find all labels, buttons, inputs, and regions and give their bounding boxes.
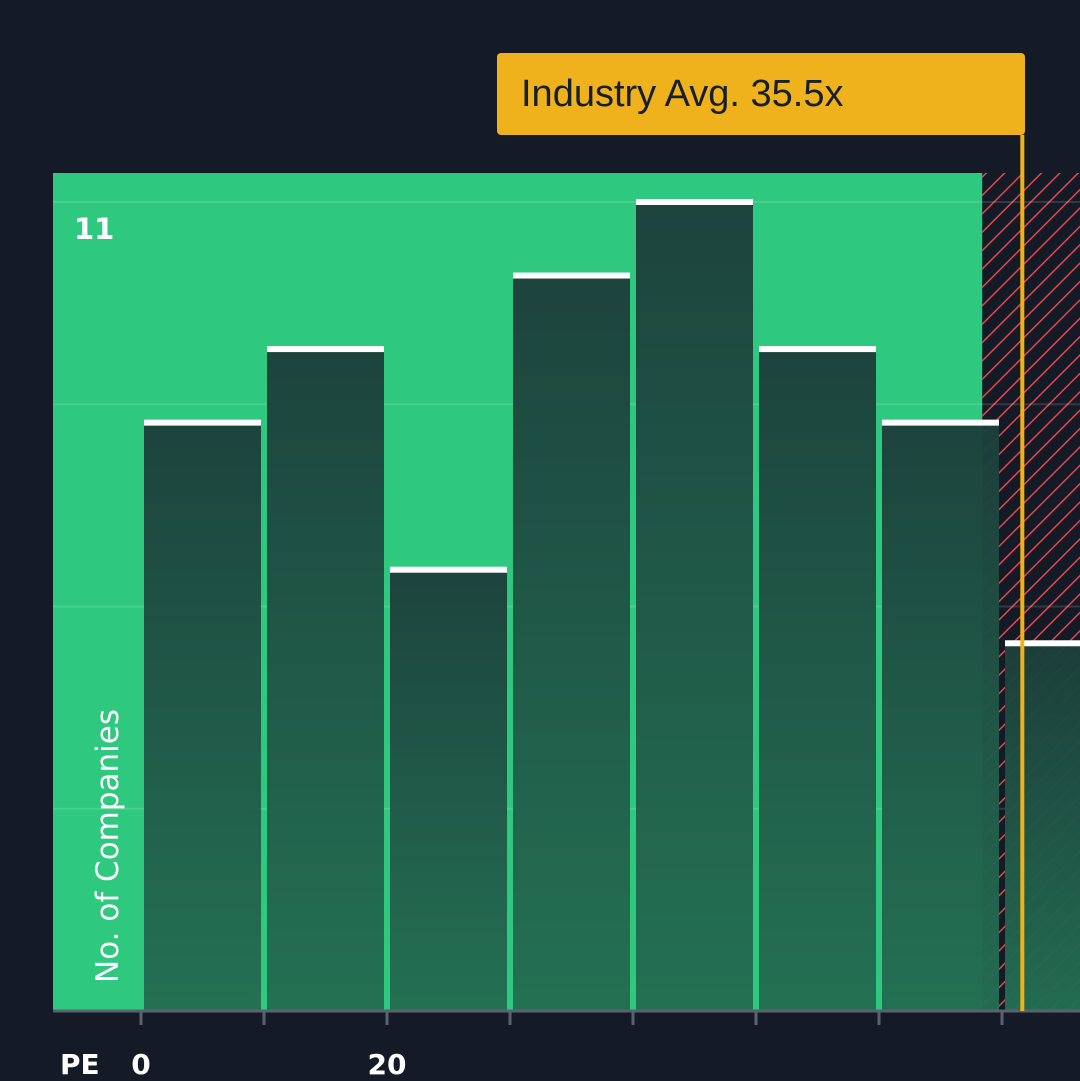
histogram-bar-cap-7 [882,419,999,426]
histogram-bar-4 [513,275,630,1012]
x-tick-label-1: 0 [131,1048,151,1081]
histogram-bar-cap-8 [1005,640,1080,647]
histogram-bar-8 [1005,643,1080,1011]
histogram-bar-5 [636,202,753,1011]
histogram-bar-cap-4 [513,272,630,279]
histogram-bar-7 [882,422,999,1011]
x-tick-label-2: 20 [367,1048,407,1081]
histogram-bar-6 [759,349,876,1011]
histogram-bar-cap-5 [636,199,753,205]
histogram-bar-2 [267,349,384,1011]
histogram-bar-3 [390,569,507,1011]
x-axis-unit-label: PE [60,1048,100,1081]
industry-average-tooltip: Industry Avg. 35.5x [497,53,1025,135]
histogram-bar-cap-1 [144,419,261,426]
y-axis-label: No. of Companies [90,708,126,983]
histogram-bar-cap-6 [759,346,876,353]
histogram-bar-1 [144,422,261,1011]
histogram-bar-cap-3 [390,566,507,573]
industry-average-label: Industry Avg. 35.5x [521,72,844,115]
histogram-bar-cap-2 [267,346,384,353]
y-max-label: 11 [74,212,115,246]
